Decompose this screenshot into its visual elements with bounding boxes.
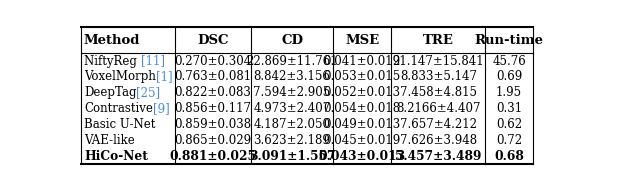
Text: 8.833±5.147: 8.833±5.147 [400,70,477,83]
Text: 0.881±0.025: 0.881±0.025 [170,150,257,163]
Text: 7.458±4.815: 7.458±4.815 [400,86,477,99]
Text: 3.623±2.189: 3.623±2.189 [253,134,330,147]
Text: 0.69: 0.69 [496,70,522,83]
Text: 0.68: 0.68 [494,150,524,163]
Text: 0.052±0.013: 0.052±0.013 [324,86,401,99]
Text: 0.270±0.304: 0.270±0.304 [175,54,252,67]
Text: 0.865±0.029: 0.865±0.029 [175,134,252,147]
Text: 4.973±2.407: 4.973±2.407 [253,102,331,115]
Text: TRE: TRE [423,34,454,47]
Text: 7.657±4.212: 7.657±4.212 [400,118,477,131]
Text: 22.869±11.761: 22.869±11.761 [246,54,338,67]
Text: 0.859±0.038: 0.859±0.038 [175,118,252,131]
Text: 7.626±3.948: 7.626±3.948 [400,134,477,147]
Text: Run-time: Run-time [474,34,543,47]
Text: Method: Method [84,34,140,47]
Text: 4.187±2.050: 4.187±2.050 [253,118,330,131]
Text: 7.594±2.905: 7.594±2.905 [253,86,331,99]
Text: 0.72: 0.72 [496,134,522,147]
Text: DSC: DSC [197,34,229,47]
Text: MSE: MSE [345,34,380,47]
Text: 5.457±3.489: 5.457±3.489 [395,150,481,163]
Text: 0.822±0.083: 0.822±0.083 [175,86,252,99]
Text: 8.842±3.156: 8.842±3.156 [253,70,330,83]
Text: 0.763±0.081: 0.763±0.081 [175,70,252,83]
Text: [9]: [9] [153,102,170,115]
Text: 0.045±0.019: 0.045±0.019 [324,134,401,147]
Text: VAE-like: VAE-like [84,134,134,147]
Text: 0.049±0.013: 0.049±0.013 [324,118,401,131]
Text: 0.043±0.013: 0.043±0.013 [319,150,406,163]
Text: [11]: [11] [141,54,164,67]
Text: VoxelMorph: VoxelMorph [84,70,156,83]
Text: Contrastive: Contrastive [84,102,153,115]
Text: 0.31: 0.31 [496,102,522,115]
Text: 0.053±0.015: 0.053±0.015 [324,70,401,83]
Text: 21.147±15.841: 21.147±15.841 [392,54,484,67]
Text: 1.95: 1.95 [496,86,522,99]
Text: [1]: [1] [156,70,172,83]
Text: 0.041±0.019: 0.041±0.019 [324,54,401,67]
Text: HiCo-Net: HiCo-Net [84,150,148,163]
Text: Basic U-Net: Basic U-Net [84,118,156,131]
Text: 3.091±1.557: 3.091±1.557 [249,150,335,163]
Text: [25]: [25] [136,86,161,99]
Text: NiftyReg: NiftyReg [84,54,141,67]
Text: 0.856±0.117: 0.856±0.117 [175,102,252,115]
Text: CD: CD [281,34,303,47]
Text: 45.76: 45.76 [492,54,526,67]
Text: 8.2166±4.407: 8.2166±4.407 [396,102,481,115]
Text: DeepTag: DeepTag [84,86,136,99]
Text: 0.62: 0.62 [496,118,522,131]
Text: 0.054±0.018: 0.054±0.018 [324,102,401,115]
